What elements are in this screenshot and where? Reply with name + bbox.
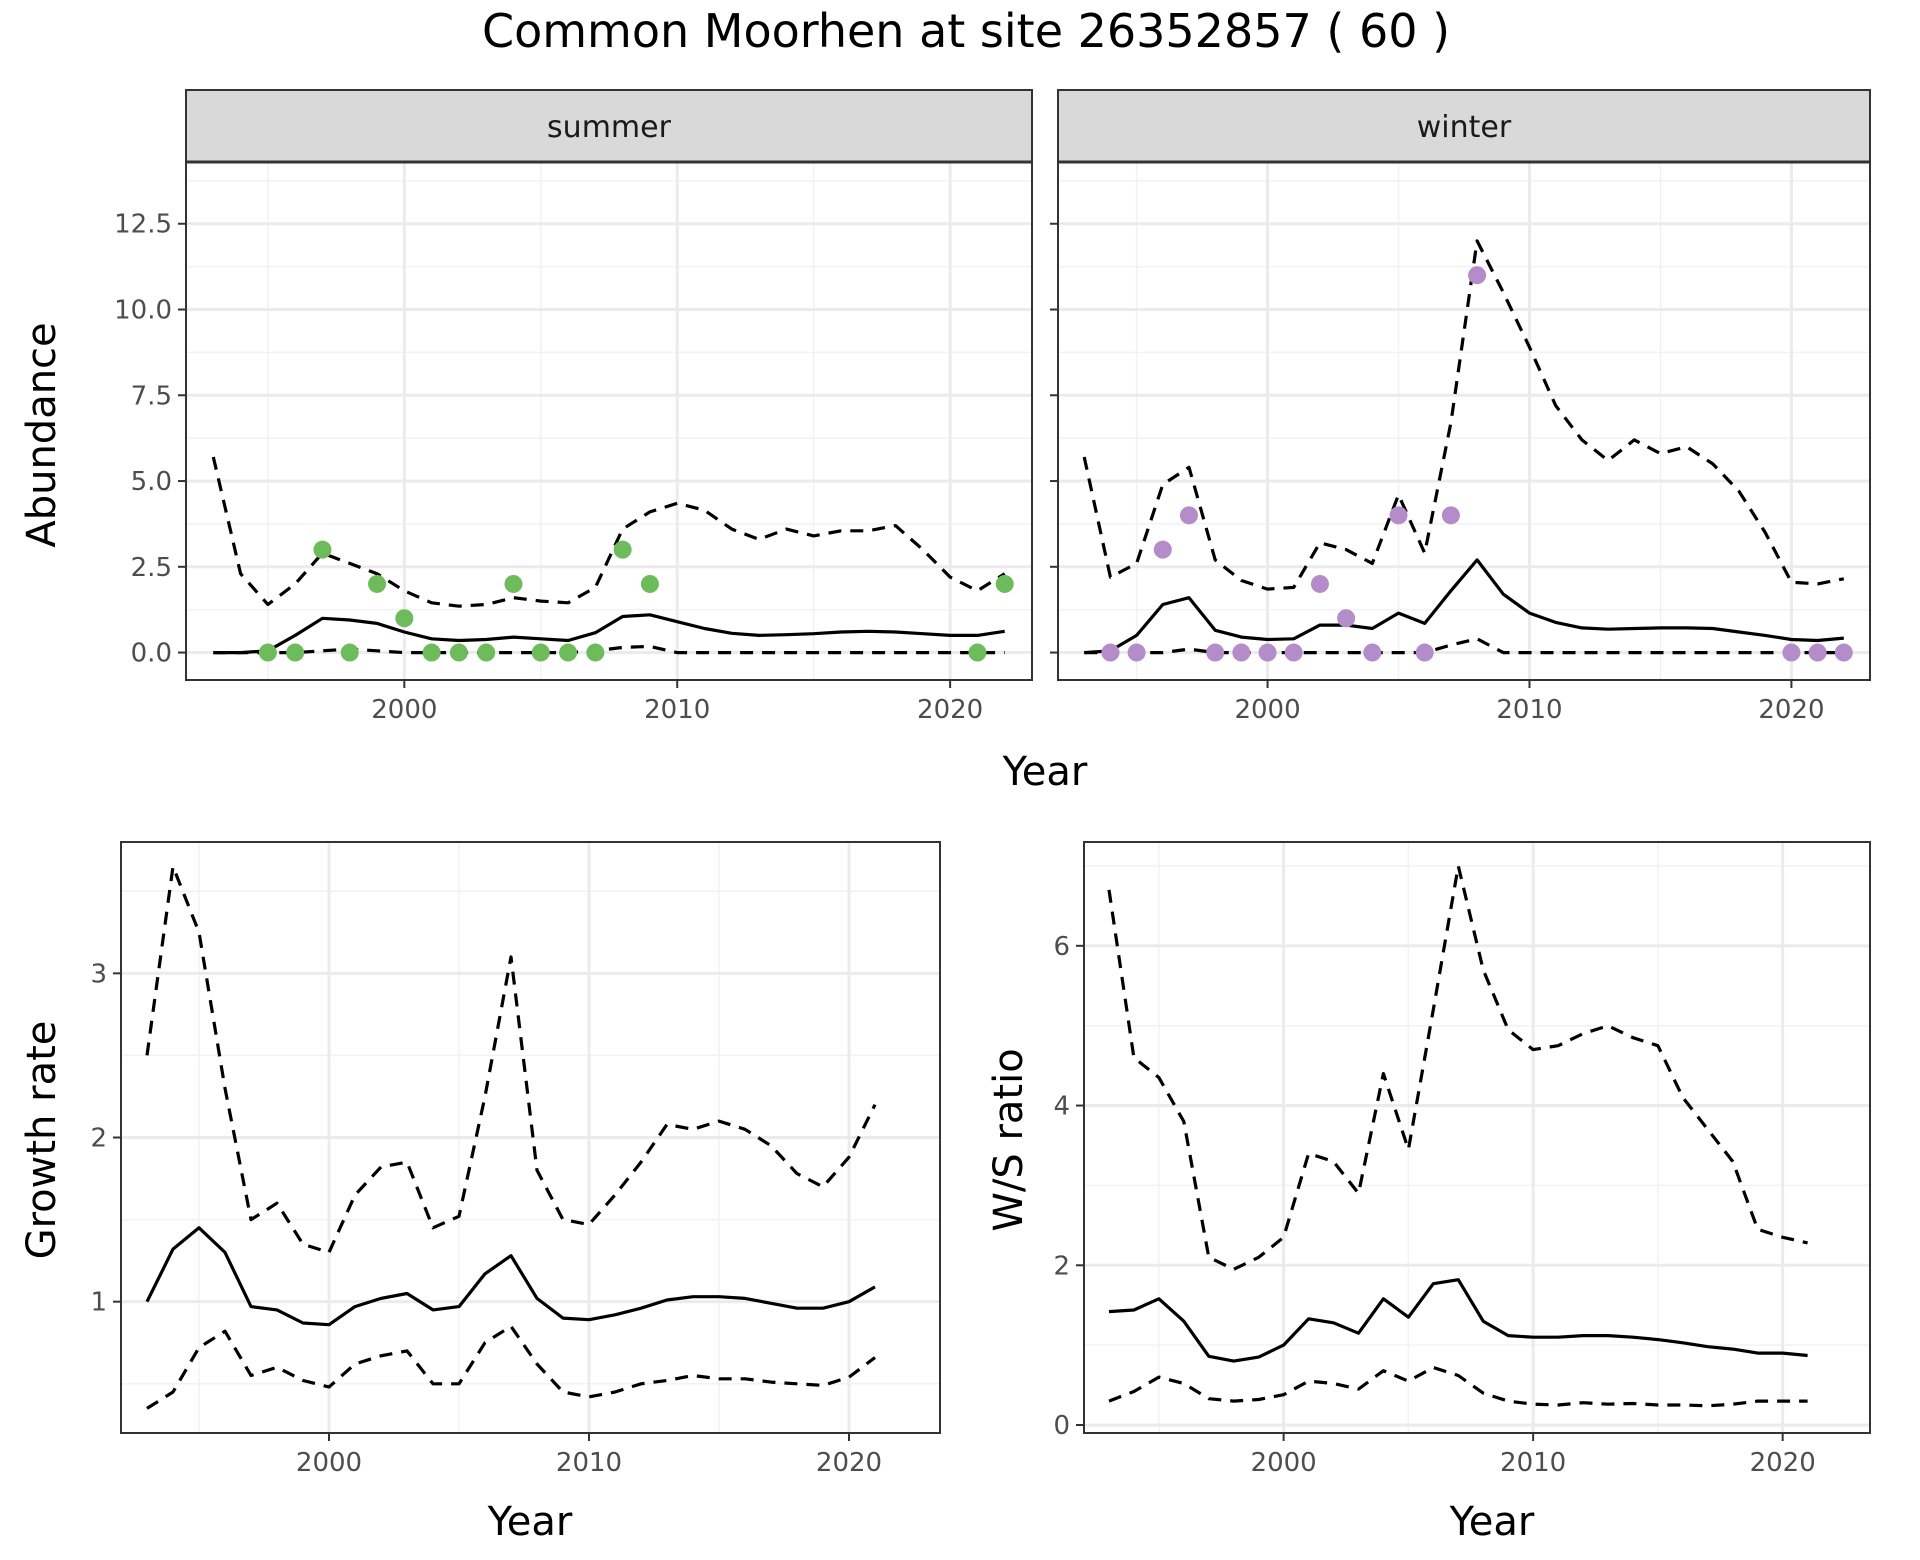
x-tick-label: 2010 — [644, 695, 710, 725]
observed-point — [1232, 643, 1251, 662]
top-y-axis-title: Abundance — [19, 322, 65, 547]
observed-point — [258, 643, 277, 662]
observed-point — [1258, 643, 1277, 662]
y-tick-label: 0 — [1053, 1411, 1070, 1441]
observed-point — [313, 540, 332, 559]
winter-panel: 2000 2010 2020 — [1050, 161, 1871, 725]
observed-point — [531, 643, 550, 662]
winter-strip-label: winter — [1417, 110, 1512, 145]
observed-point — [1153, 540, 1172, 559]
observed-point — [340, 643, 359, 662]
series-line-lower — [1108, 1365, 1808, 1408]
summer-strip-label: summer — [547, 110, 672, 145]
observed-point — [1363, 643, 1382, 662]
series-line-mean — [145, 1226, 876, 1327]
x-tick-label: 2010 — [1496, 695, 1562, 725]
observed-point — [1310, 574, 1329, 593]
y-tick-label: 3 — [90, 959, 107, 989]
observed-point — [1284, 643, 1303, 662]
series-line-upper — [211, 456, 1006, 608]
observed-point — [422, 643, 441, 662]
series-line-lower — [146, 1324, 876, 1410]
panel-border — [1083, 841, 1871, 1434]
y-tick-label: 6 — [1053, 932, 1070, 962]
y-tick-label: 7.5 — [131, 381, 172, 411]
observed-point — [1206, 643, 1225, 662]
observed-point — [1468, 266, 1487, 285]
series-line-mean — [1084, 558, 1844, 655]
y-tick-label: 12.5 — [114, 210, 172, 240]
chart-title: Common Moorhen at site 26352857 ( 60 ) — [482, 4, 1450, 58]
observed-point — [368, 574, 387, 593]
x-tick-label: 2010 — [1500, 1448, 1566, 1478]
ws-ratio-panel: 2000 2010 2020 0 2 4 6 — [1053, 841, 1871, 1478]
summer-strip — [185, 89, 1033, 163]
growth-rate-panel: 2000 2010 2020 1 2 3 — [90, 841, 941, 1478]
observed-point — [504, 574, 523, 593]
observed-point — [1834, 643, 1853, 662]
observed-point — [1389, 506, 1408, 525]
x-tick-label: 2010 — [556, 1448, 622, 1478]
top-x-axis-title: Year — [1002, 749, 1088, 795]
observed-point — [1441, 506, 1460, 525]
growth-y-axis-title: Growth rate — [19, 1021, 65, 1260]
x-tick-label: 2020 — [917, 695, 983, 725]
observed-point — [1415, 643, 1434, 662]
ratio-x-axis-title: Year — [1449, 1499, 1535, 1545]
y-tick-label: 10.0 — [114, 296, 172, 326]
observed-point — [613, 540, 632, 559]
observed-point — [995, 574, 1014, 593]
y-tick-label: 2.5 — [131, 553, 172, 583]
observed-point — [395, 609, 414, 628]
observed-point — [1179, 506, 1198, 525]
observed-point — [1101, 643, 1120, 662]
x-tick-label: 2000 — [296, 1448, 362, 1478]
observed-point — [286, 643, 305, 662]
ratio-y-axis-title: W/S ratio — [986, 1048, 1032, 1231]
y-tick-label: 4 — [1053, 1092, 1070, 1122]
series-line-lower — [213, 644, 1005, 655]
x-tick-label: 2000 — [1234, 695, 1300, 725]
observed-point — [640, 574, 659, 593]
y-tick-label: 5.0 — [131, 467, 172, 497]
growth-x-axis-title: Year — [487, 1499, 573, 1545]
panel-background — [186, 162, 1032, 680]
series-line-upper — [145, 865, 877, 1254]
observed-point — [559, 643, 578, 662]
observed-point — [1127, 643, 1146, 662]
series-line-mean — [213, 613, 1005, 655]
y-tick-label: 2 — [1053, 1251, 1070, 1281]
y-tick-label: 2 — [90, 1124, 107, 1154]
observed-point — [449, 643, 468, 662]
series-line-mean — [1108, 1278, 1808, 1363]
x-tick-label: 2000 — [1251, 1448, 1317, 1478]
x-tick-label: 2000 — [371, 695, 437, 725]
observed-point — [968, 643, 987, 662]
series-line-upper — [1107, 864, 1808, 1271]
y-tick-label: 1 — [90, 1288, 107, 1318]
x-tick-label: 2020 — [1758, 695, 1824, 725]
y-tick-label: 0.0 — [131, 639, 172, 669]
observed-point — [477, 643, 496, 662]
observed-point — [1808, 643, 1827, 662]
observed-point — [1337, 609, 1356, 628]
observed-point — [586, 643, 605, 662]
observed-point — [1782, 643, 1801, 662]
x-tick-label: 2020 — [816, 1448, 882, 1478]
summer-panel: 2000 2010 2020 0.0 2.5 5.0 7.5 10.0 12.5 — [114, 161, 1033, 725]
panel-background — [1058, 162, 1870, 680]
series-line-lower — [1084, 637, 1844, 655]
x-tick-label: 2020 — [1750, 1448, 1816, 1478]
